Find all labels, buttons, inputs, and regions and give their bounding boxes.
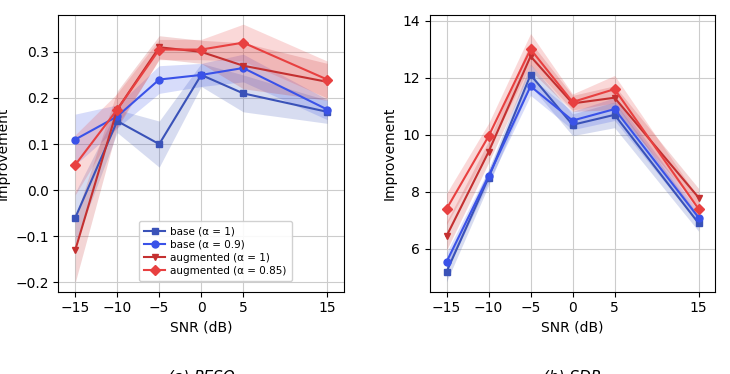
augmented (α = 0.85) [526,47,535,52]
Y-axis label: Improvement: Improvement [383,107,397,200]
base (α = 1) [155,142,164,146]
base (α = 0.9) [526,84,535,89]
Line: base (α = 1): base (α = 1) [443,71,702,275]
augmented (α = 1) [568,101,577,105]
base (α = 1) [484,175,493,180]
Y-axis label: Improvement: Improvement [0,107,9,200]
base (α = 1) [239,91,247,96]
Line: base (α = 0.9): base (α = 0.9) [72,65,331,143]
base (α = 0.9) [323,107,331,112]
base (α = 0.9) [568,118,577,123]
base (α = 1) [568,123,577,127]
Text: (b) SDR: (b) SDR [543,369,602,374]
base (α = 1) [610,113,619,117]
base (α = 1) [526,73,535,77]
augmented (α = 0.85) [71,163,80,167]
base (α = 1) [323,110,331,114]
augmented (α = 0.85) [239,40,247,45]
base (α = 1) [71,216,80,220]
augmented (α = 1) [71,248,80,252]
Line: base (α = 0.9): base (α = 0.9) [443,83,702,265]
augmented (α = 1) [526,54,535,59]
Line: augmented (α = 0.85): augmented (α = 0.85) [443,46,702,212]
augmented (α = 1) [239,64,247,68]
augmented (α = 1) [694,195,703,200]
Text: (a) PESQ: (a) PESQ [168,369,234,374]
augmented (α = 0.85) [568,100,577,104]
augmented (α = 1) [113,107,122,112]
X-axis label: SNR (dB): SNR (dB) [170,321,232,335]
base (α = 0.9) [694,215,703,220]
base (α = 1) [442,270,451,274]
base (α = 0.9) [484,174,493,178]
augmented (α = 0.85) [323,77,331,82]
augmented (α = 0.85) [197,47,206,52]
augmented (α = 1) [323,80,331,84]
augmented (α = 0.85) [610,87,619,91]
base (α = 0.9) [197,73,206,77]
base (α = 0.9) [71,137,80,142]
augmented (α = 1) [484,150,493,154]
base (α = 0.9) [442,260,451,264]
base (α = 1) [694,221,703,226]
augmented (α = 1) [155,45,164,49]
Line: augmented (α = 0.85): augmented (α = 0.85) [72,39,331,168]
Legend: base (α = 1), base (α = 0.9), augmented (α = 1), augmented (α = 0.85): base (α = 1), base (α = 0.9), augmented … [139,221,292,281]
augmented (α = 0.85) [442,207,451,211]
augmented (α = 0.85) [484,134,493,138]
base (α = 1) [197,73,206,77]
Line: augmented (α = 1): augmented (α = 1) [72,44,331,254]
base (α = 0.9) [239,66,247,70]
base (α = 0.9) [155,77,164,82]
X-axis label: SNR (dB): SNR (dB) [542,321,604,335]
augmented (α = 0.85) [694,207,703,211]
Line: augmented (α = 1): augmented (α = 1) [443,53,702,240]
Line: base (α = 1): base (α = 1) [72,71,331,221]
base (α = 1) [113,119,122,123]
base (α = 0.9) [610,107,619,111]
augmented (α = 1) [197,50,206,54]
augmented (α = 1) [442,234,451,238]
base (α = 0.9) [113,114,122,119]
augmented (α = 1) [610,95,619,100]
augmented (α = 0.85) [113,107,122,112]
augmented (α = 0.85) [155,47,164,52]
